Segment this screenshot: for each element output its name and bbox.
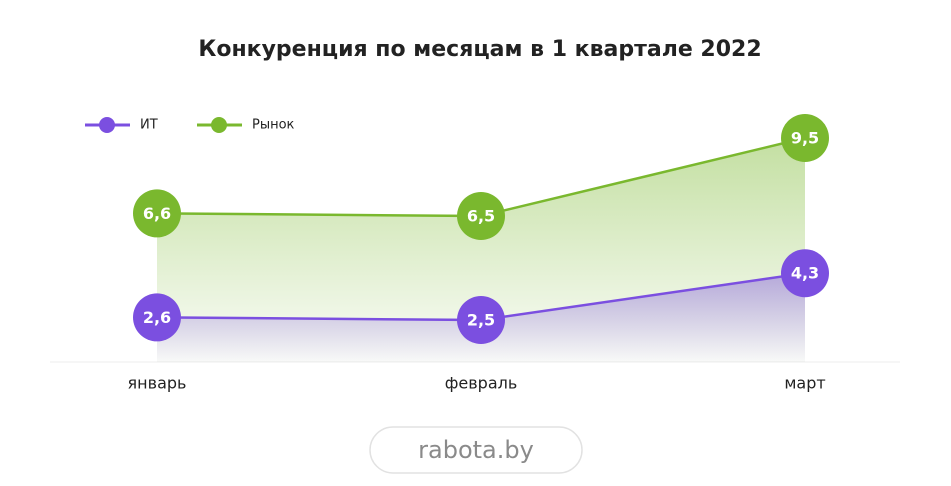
legend-dot [99,117,115,133]
point [457,296,505,344]
watermark: rabota.by [418,436,534,464]
legend-dot [211,117,227,133]
value-label: 4,3 [791,264,819,283]
x-tick-label: январь [128,374,187,393]
value-label: 6,5 [467,207,495,226]
value-label: 2,5 [467,311,495,330]
point [781,114,829,162]
point [133,293,181,342]
legend-label: Рынок [252,118,295,133]
chart-title: Конкуренция по месяцам в 1 квартале 2022 [198,37,761,62]
watermark-box [369,426,583,474]
x-tick-label: март [784,374,825,393]
area [157,273,805,362]
value-label: 9,5 [791,129,819,148]
point [781,249,829,298]
point [133,189,181,238]
value-label: 2,6 [143,308,171,327]
value-label: 6,6 [143,204,171,223]
x-tick-label: февраль [445,374,518,393]
legend-label: ИТ [140,118,158,133]
point [457,192,505,240]
